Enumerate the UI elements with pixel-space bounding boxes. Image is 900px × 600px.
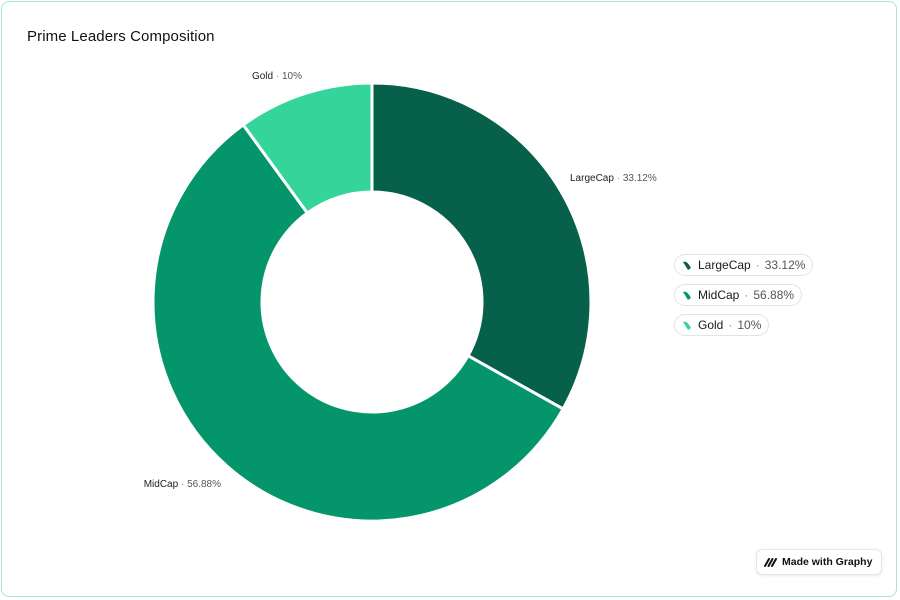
- slice-label-midcap: MidCap · 56.88%: [144, 479, 221, 490]
- slice-label-gold: Gold · 10%: [252, 71, 302, 82]
- legend-label: LargeCap: [698, 258, 751, 272]
- slice-label-largecap: LargeCap · 33.12%: [570, 173, 657, 184]
- legend-item-midcap[interactable]: MidCap · 56.88%: [674, 284, 803, 306]
- legend-swatch-icon: [683, 261, 691, 270]
- legend-item-gold[interactable]: Gold · 10%: [674, 314, 770, 336]
- slice-largecap[interactable]: [370, 81, 593, 411]
- chart-legend: LargeCap · 33.12% MidCap · 56.88% Gold · 10%: [674, 254, 814, 336]
- legend-value: 33.12%: [764, 258, 806, 272]
- legend-swatch-icon: [683, 291, 691, 300]
- graphy-logo-icon: [764, 557, 777, 567]
- legend-separator: ·: [728, 318, 733, 332]
- legend-separator: ·: [744, 288, 749, 302]
- legend-value: 56.88%: [753, 288, 795, 302]
- slice-gold[interactable]: [241, 81, 374, 215]
- legend-separator: ·: [755, 258, 760, 272]
- chart-title: Prime Leaders Composition: [27, 28, 215, 45]
- made-with-graphy-badge[interactable]: Made with Graphy: [756, 549, 883, 575]
- legend-item-largecap[interactable]: LargeCap · 33.12%: [674, 254, 814, 276]
- legend-value: 10%: [737, 318, 762, 332]
- legend-label: Gold: [698, 318, 724, 332]
- legend-swatch-icon: [683, 321, 691, 330]
- badge-label: Made with Graphy: [782, 556, 873, 568]
- slice-midcap[interactable]: [151, 123, 565, 523]
- legend-label: MidCap: [698, 288, 740, 302]
